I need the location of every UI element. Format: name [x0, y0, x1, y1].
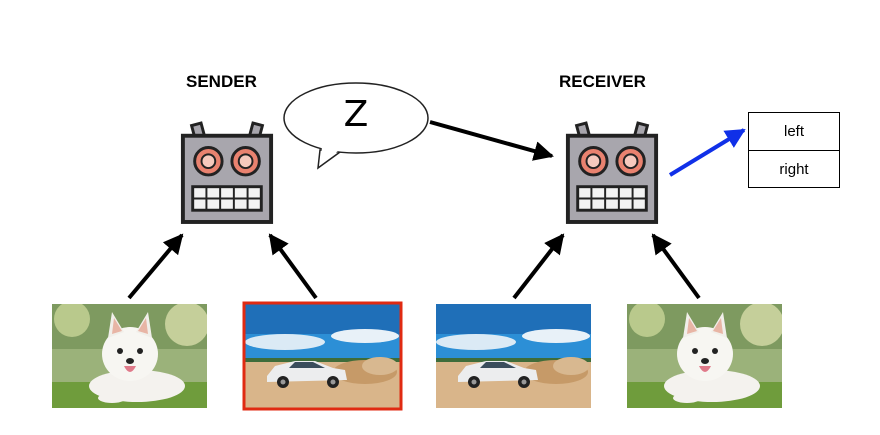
- message-symbol: Z: [343, 94, 369, 135]
- arrow-car-to-receiver: [512, 233, 565, 300]
- speech-bubble: [283, 82, 429, 170]
- sender-dog-photo: [52, 304, 207, 408]
- arrow-receiver-to-choice: [668, 128, 746, 177]
- choice-left[interactable]: left: [783, 123, 804, 140]
- choice-box: left right: [748, 112, 840, 188]
- sender-car-photo-highlighted: [242, 301, 403, 411]
- arrow-dog-to-receiver: [651, 233, 701, 300]
- arrow-car-to-sender: [268, 233, 318, 300]
- receiver-robot-icon: [565, 121, 659, 224]
- sender-label: SENDER: [186, 72, 257, 91]
- sender-robot-icon: [180, 121, 274, 224]
- arrow-dog-to-sender: [127, 233, 184, 300]
- choice-right[interactable]: right: [749, 150, 839, 188]
- receiver-label: RECEIVER: [559, 72, 646, 91]
- receiver-car-photo: [436, 304, 591, 408]
- receiver-dog-photo: [627, 304, 782, 408]
- arrow-message-to-receiver: [429, 120, 554, 161]
